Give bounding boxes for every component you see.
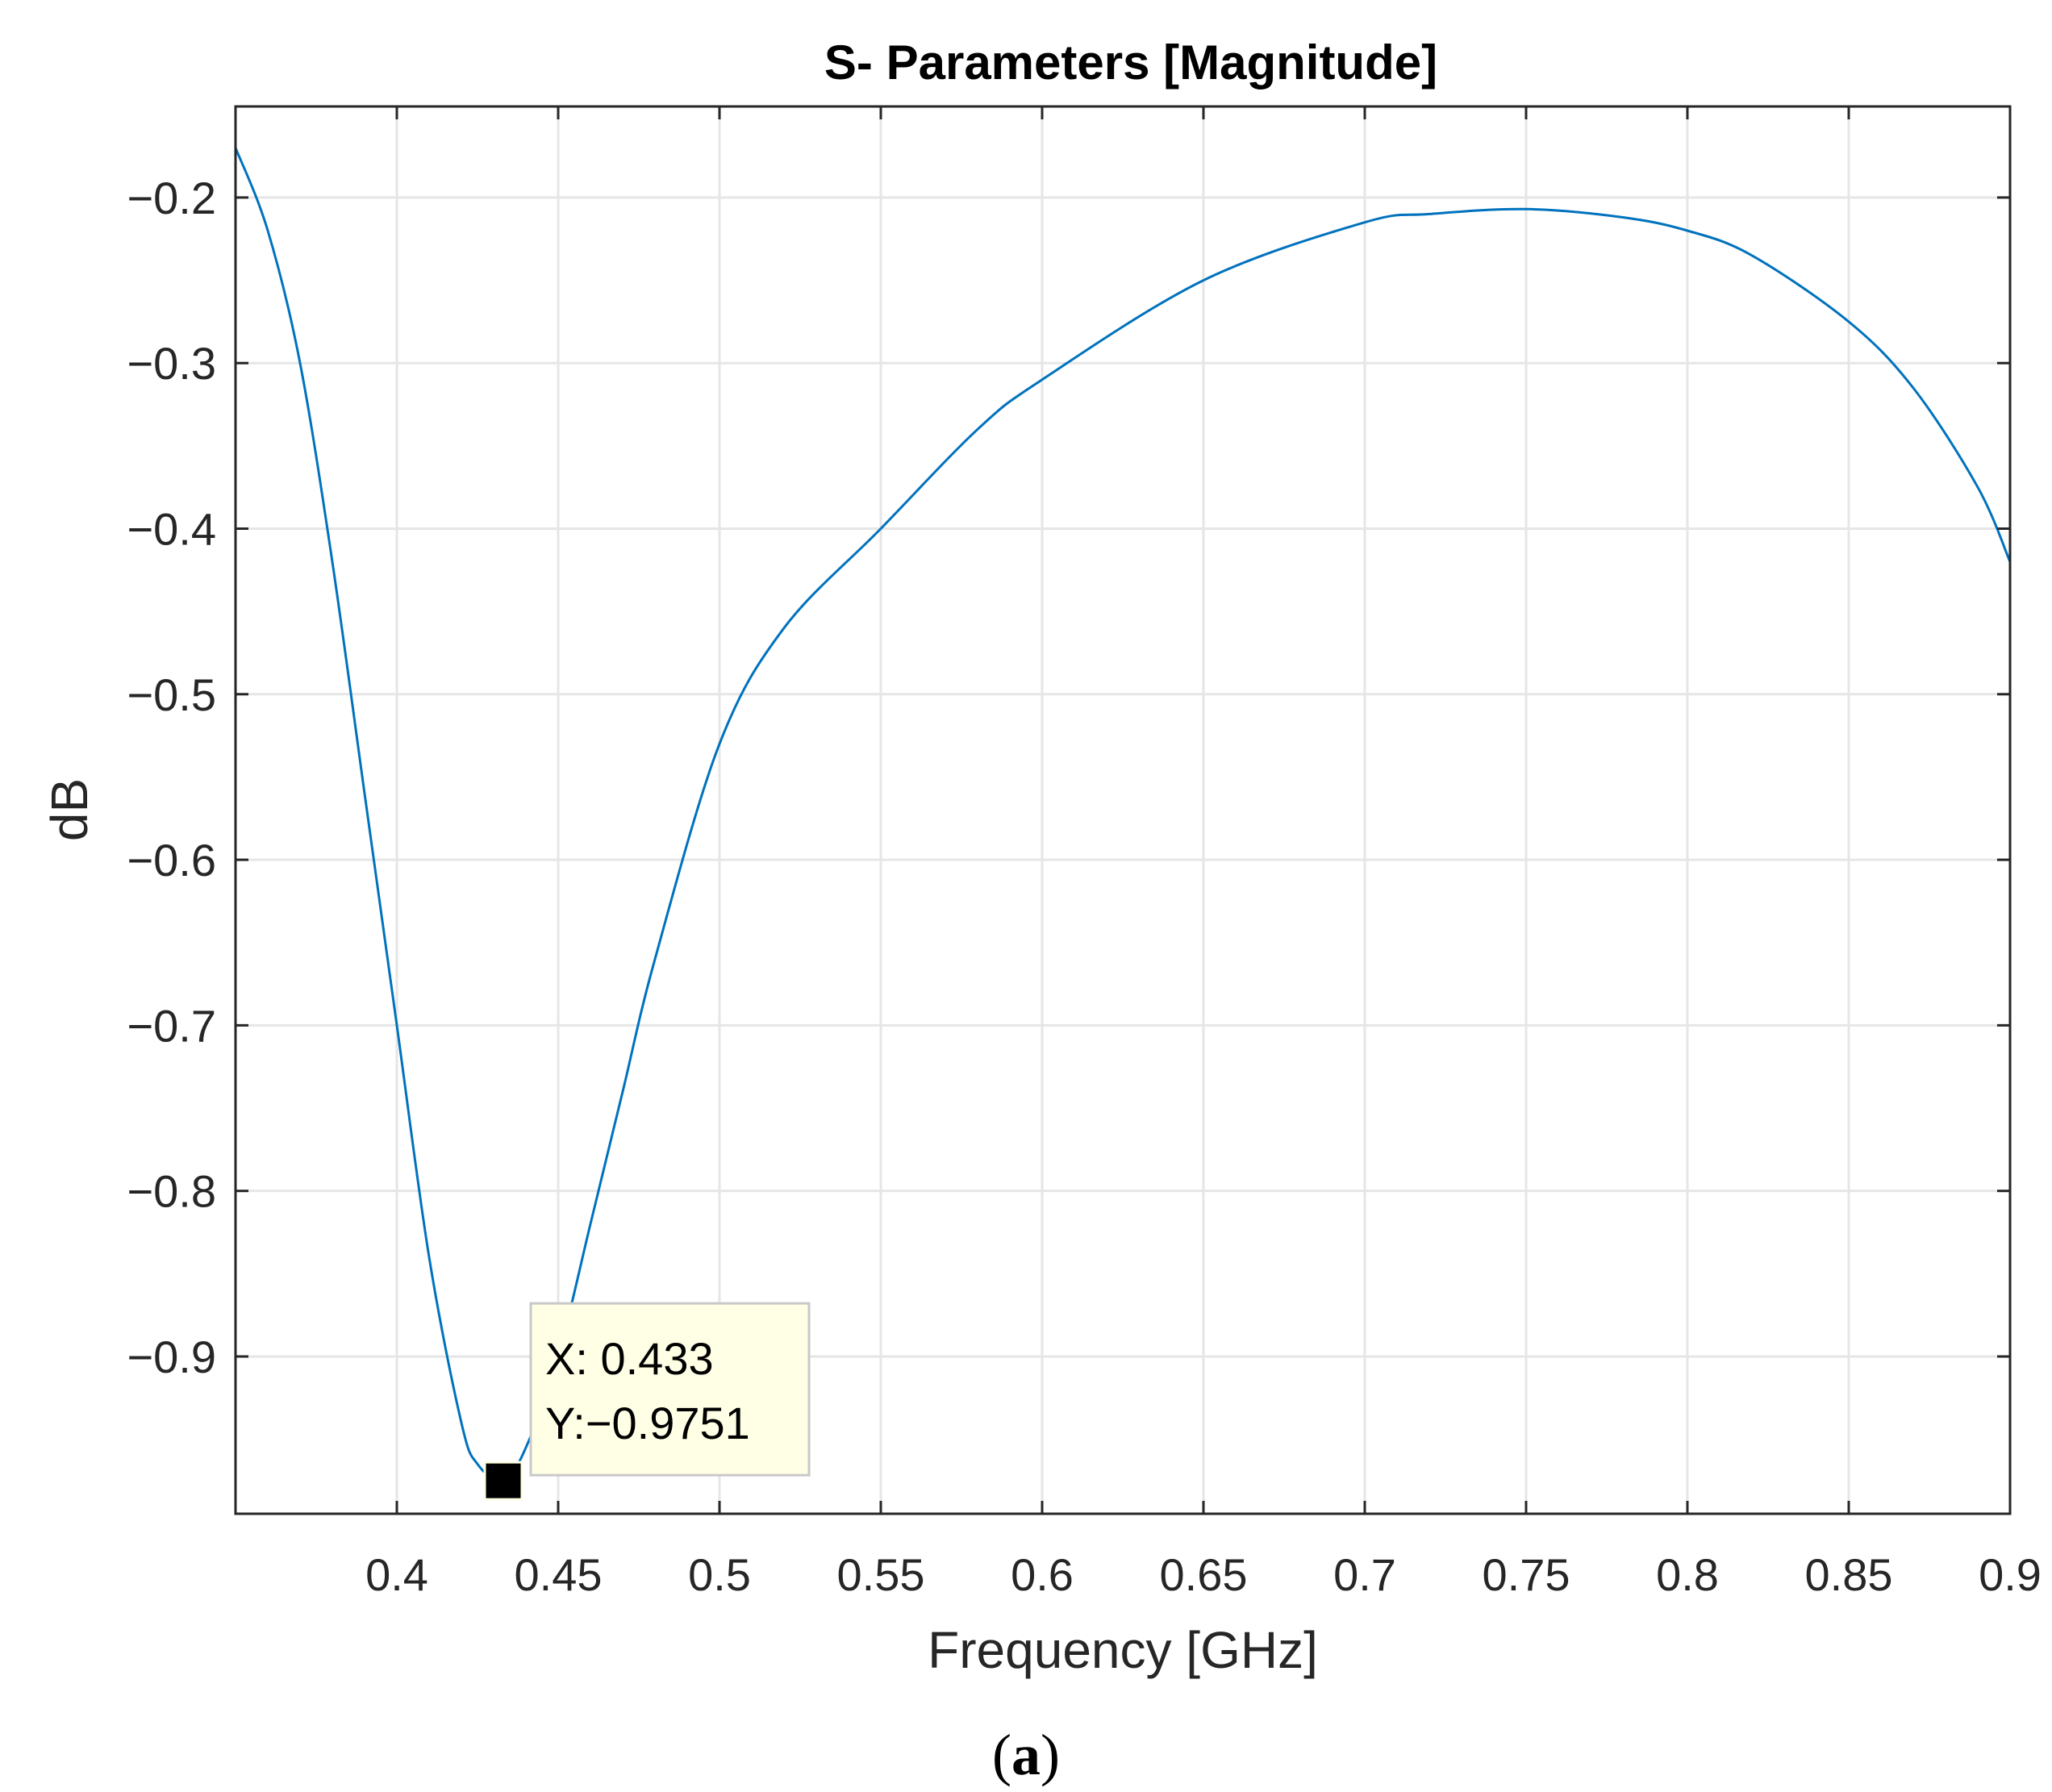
line-series (234, 147, 2012, 1483)
x-tick-label: 0.4 (365, 1549, 428, 1600)
y-tick-label: −0.2 (127, 173, 216, 223)
axis-ticks (236, 106, 2012, 1514)
y-tick-label: −0.3 (127, 338, 216, 389)
chart-title: S- Parameters [Magnitude] (824, 35, 1437, 90)
x-tick-label: 0.55 (837, 1549, 925, 1600)
y-tick-label: −0.5 (127, 669, 216, 720)
y-tick-label: −0.8 (127, 1166, 216, 1217)
x-tick-label: 0.7 (1333, 1549, 1396, 1600)
data-tip[interactable]: X: 0.433 Y:−0.9751 (483, 1302, 811, 1501)
grid-lines (236, 106, 2012, 1514)
figure-caption: (a) (992, 1723, 1060, 1787)
y-tick-label: −0.6 (127, 835, 216, 886)
x-tick-label: 0.65 (1160, 1549, 1248, 1600)
x-tick-label: 0.9 (1979, 1549, 2042, 1600)
plot-frame (234, 105, 2012, 1515)
caption-letter: a (1011, 1723, 1041, 1787)
x-axis-label: Frequency [GHz] (928, 1621, 1318, 1679)
x-tick-label: 0.45 (515, 1549, 603, 1600)
x-tick-label: 0.85 (1805, 1549, 1893, 1600)
data-tip-x-text: X: 0.433 (545, 1333, 714, 1384)
y-tick-labels: −0.2 −0.3 −0.4 −0.5 −0.6 −0.7 −0.8 −0.9 (127, 173, 216, 1382)
caption-close-paren: ) (1041, 1723, 1060, 1787)
data-tip-marker[interactable] (483, 1461, 523, 1501)
y-tick-label: −0.9 (127, 1331, 216, 1382)
series-line-s11 (234, 147, 2012, 1483)
x-tick-label: 0.6 (1011, 1549, 1074, 1600)
y-tick-label: −0.4 (127, 504, 216, 555)
x-tick-labels: 0.4 0.45 0.5 0.55 0.6 0.65 0.7 0.75 0.8 0.85 0.9 (365, 1549, 2042, 1600)
data-tip-y-text: Y:−0.9751 (545, 1398, 750, 1448)
y-tick-label: −0.7 (127, 1000, 216, 1051)
caption-open-paren: ( (992, 1723, 1011, 1787)
x-tick-label: 0.8 (1656, 1549, 1719, 1600)
y-axis-label: dB (40, 778, 98, 841)
x-tick-label: 0.75 (1483, 1549, 1570, 1600)
data-tip-box[interactable] (529, 1302, 811, 1477)
x-tick-label: 0.5 (688, 1549, 751, 1600)
